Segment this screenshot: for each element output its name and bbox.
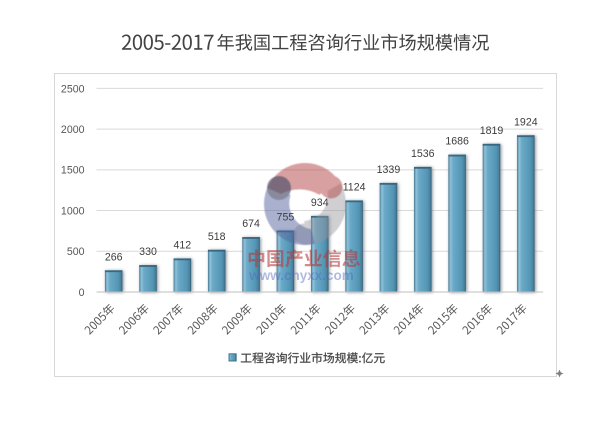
svg-text:2000: 2000 [61,124,85,136]
svg-text:1339: 1339 [377,164,401,176]
svg-text:266: 266 [105,251,123,263]
svg-text:674: 674 [242,218,260,230]
svg-text:1124: 1124 [343,181,366,193]
svg-text:www.chyxx.com: www.chyxx.com [248,268,354,283]
svg-text:412: 412 [174,239,192,251]
svg-text:934: 934 [311,197,329,209]
svg-text:2500: 2500 [61,83,85,95]
svg-text:1924: 1924 [514,116,538,128]
svg-text:330: 330 [139,246,157,258]
svg-text:1536: 1536 [411,148,435,160]
svg-text:0: 0 [79,287,85,299]
svg-text:1819: 1819 [480,125,504,137]
svg-text:1686: 1686 [445,136,469,148]
svg-text:518: 518 [208,231,226,243]
svg-text:500: 500 [67,246,85,258]
svg-text:1000: 1000 [61,205,85,217]
svg-text:1500: 1500 [61,165,85,177]
svg-text:755: 755 [277,212,295,224]
